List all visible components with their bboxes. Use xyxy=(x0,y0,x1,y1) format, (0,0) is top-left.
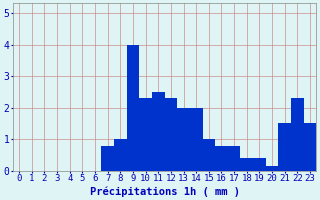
Bar xyxy=(177,108,190,171)
Bar xyxy=(190,108,203,171)
Bar xyxy=(127,45,139,171)
X-axis label: Précipitations 1h ( mm ): Précipitations 1h ( mm ) xyxy=(90,186,240,197)
Bar xyxy=(228,146,240,171)
Bar xyxy=(101,146,114,171)
Bar xyxy=(215,146,228,171)
Bar xyxy=(114,139,127,171)
Bar xyxy=(253,158,266,171)
Bar xyxy=(291,98,304,171)
Bar xyxy=(266,166,278,171)
Bar xyxy=(203,139,215,171)
Bar xyxy=(278,123,291,171)
Bar xyxy=(240,158,253,171)
Bar xyxy=(164,98,177,171)
Bar xyxy=(152,92,164,171)
Bar xyxy=(139,98,152,171)
Bar xyxy=(304,123,316,171)
